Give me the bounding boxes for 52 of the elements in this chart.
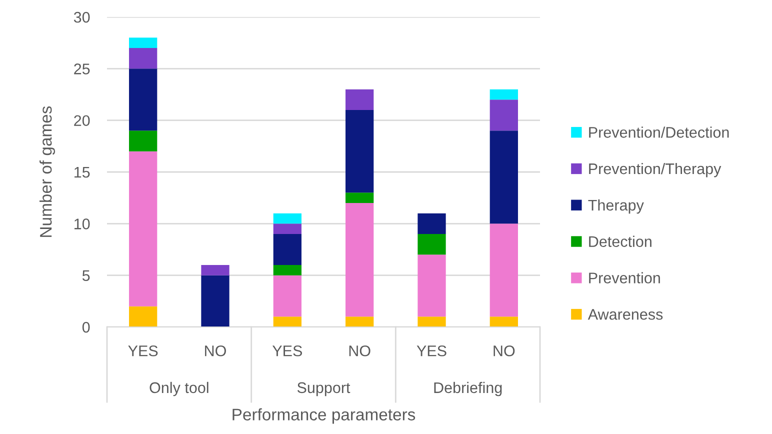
bar	[418, 316, 446, 327]
bar	[273, 234, 302, 265]
y-tick-label: 25	[74, 64, 90, 74]
x-tick-label: NO	[205, 345, 226, 356]
legend-label: Prevention/Detection	[589, 126, 729, 138]
y-tick-label: 0	[82, 322, 90, 333]
bar	[418, 254, 446, 317]
bar	[129, 68, 158, 131]
bar	[346, 110, 374, 193]
bar	[129, 48, 158, 69]
bar	[490, 224, 518, 317]
x-tick-label: YES	[272, 345, 302, 356]
bar	[273, 213, 302, 224]
bar	[129, 38, 158, 48]
bar	[273, 265, 302, 276]
legend-label: Detection	[589, 236, 652, 247]
bar	[273, 316, 302, 327]
y-tick-label: 20	[74, 115, 90, 126]
bar	[201, 265, 230, 276]
x-tick-label: NO	[349, 345, 370, 356]
bar	[490, 130, 518, 224]
bar	[346, 89, 374, 110]
bar	[418, 234, 446, 255]
bar	[201, 275, 230, 327]
bar	[490, 100, 518, 131]
text: Only tool	[150, 382, 208, 396]
y-tick-label: 30	[74, 12, 90, 23]
bar	[129, 151, 158, 306]
x-tick-label: YES	[128, 345, 158, 356]
legend-label: Therapy	[588, 199, 644, 214]
bar	[273, 275, 302, 317]
y-axis-title: Number of games	[40, 106, 56, 237]
y-tick-label: 10	[74, 218, 90, 230]
legend-label: Prevention	[589, 272, 660, 284]
y-tick-label: 5	[82, 270, 90, 282]
bar	[129, 306, 158, 327]
y-tick-label: 15	[74, 167, 90, 178]
text: Support	[297, 382, 350, 396]
legend-label: Prevention/Therapy	[589, 162, 722, 178]
legend-label: Awareness	[588, 309, 663, 320]
bar	[490, 89, 518, 100]
bar	[346, 316, 374, 327]
text: Debriefing	[434, 382, 502, 396]
bar	[273, 224, 302, 234]
x-tick-label: YES	[416, 345, 446, 356]
bar	[418, 213, 446, 234]
x-axis-title: Performance parameters	[232, 408, 416, 424]
bar	[346, 203, 374, 317]
bar	[490, 316, 518, 327]
x-tick-label: NO	[494, 345, 515, 356]
bar	[346, 192, 374, 203]
bar	[129, 130, 158, 152]
